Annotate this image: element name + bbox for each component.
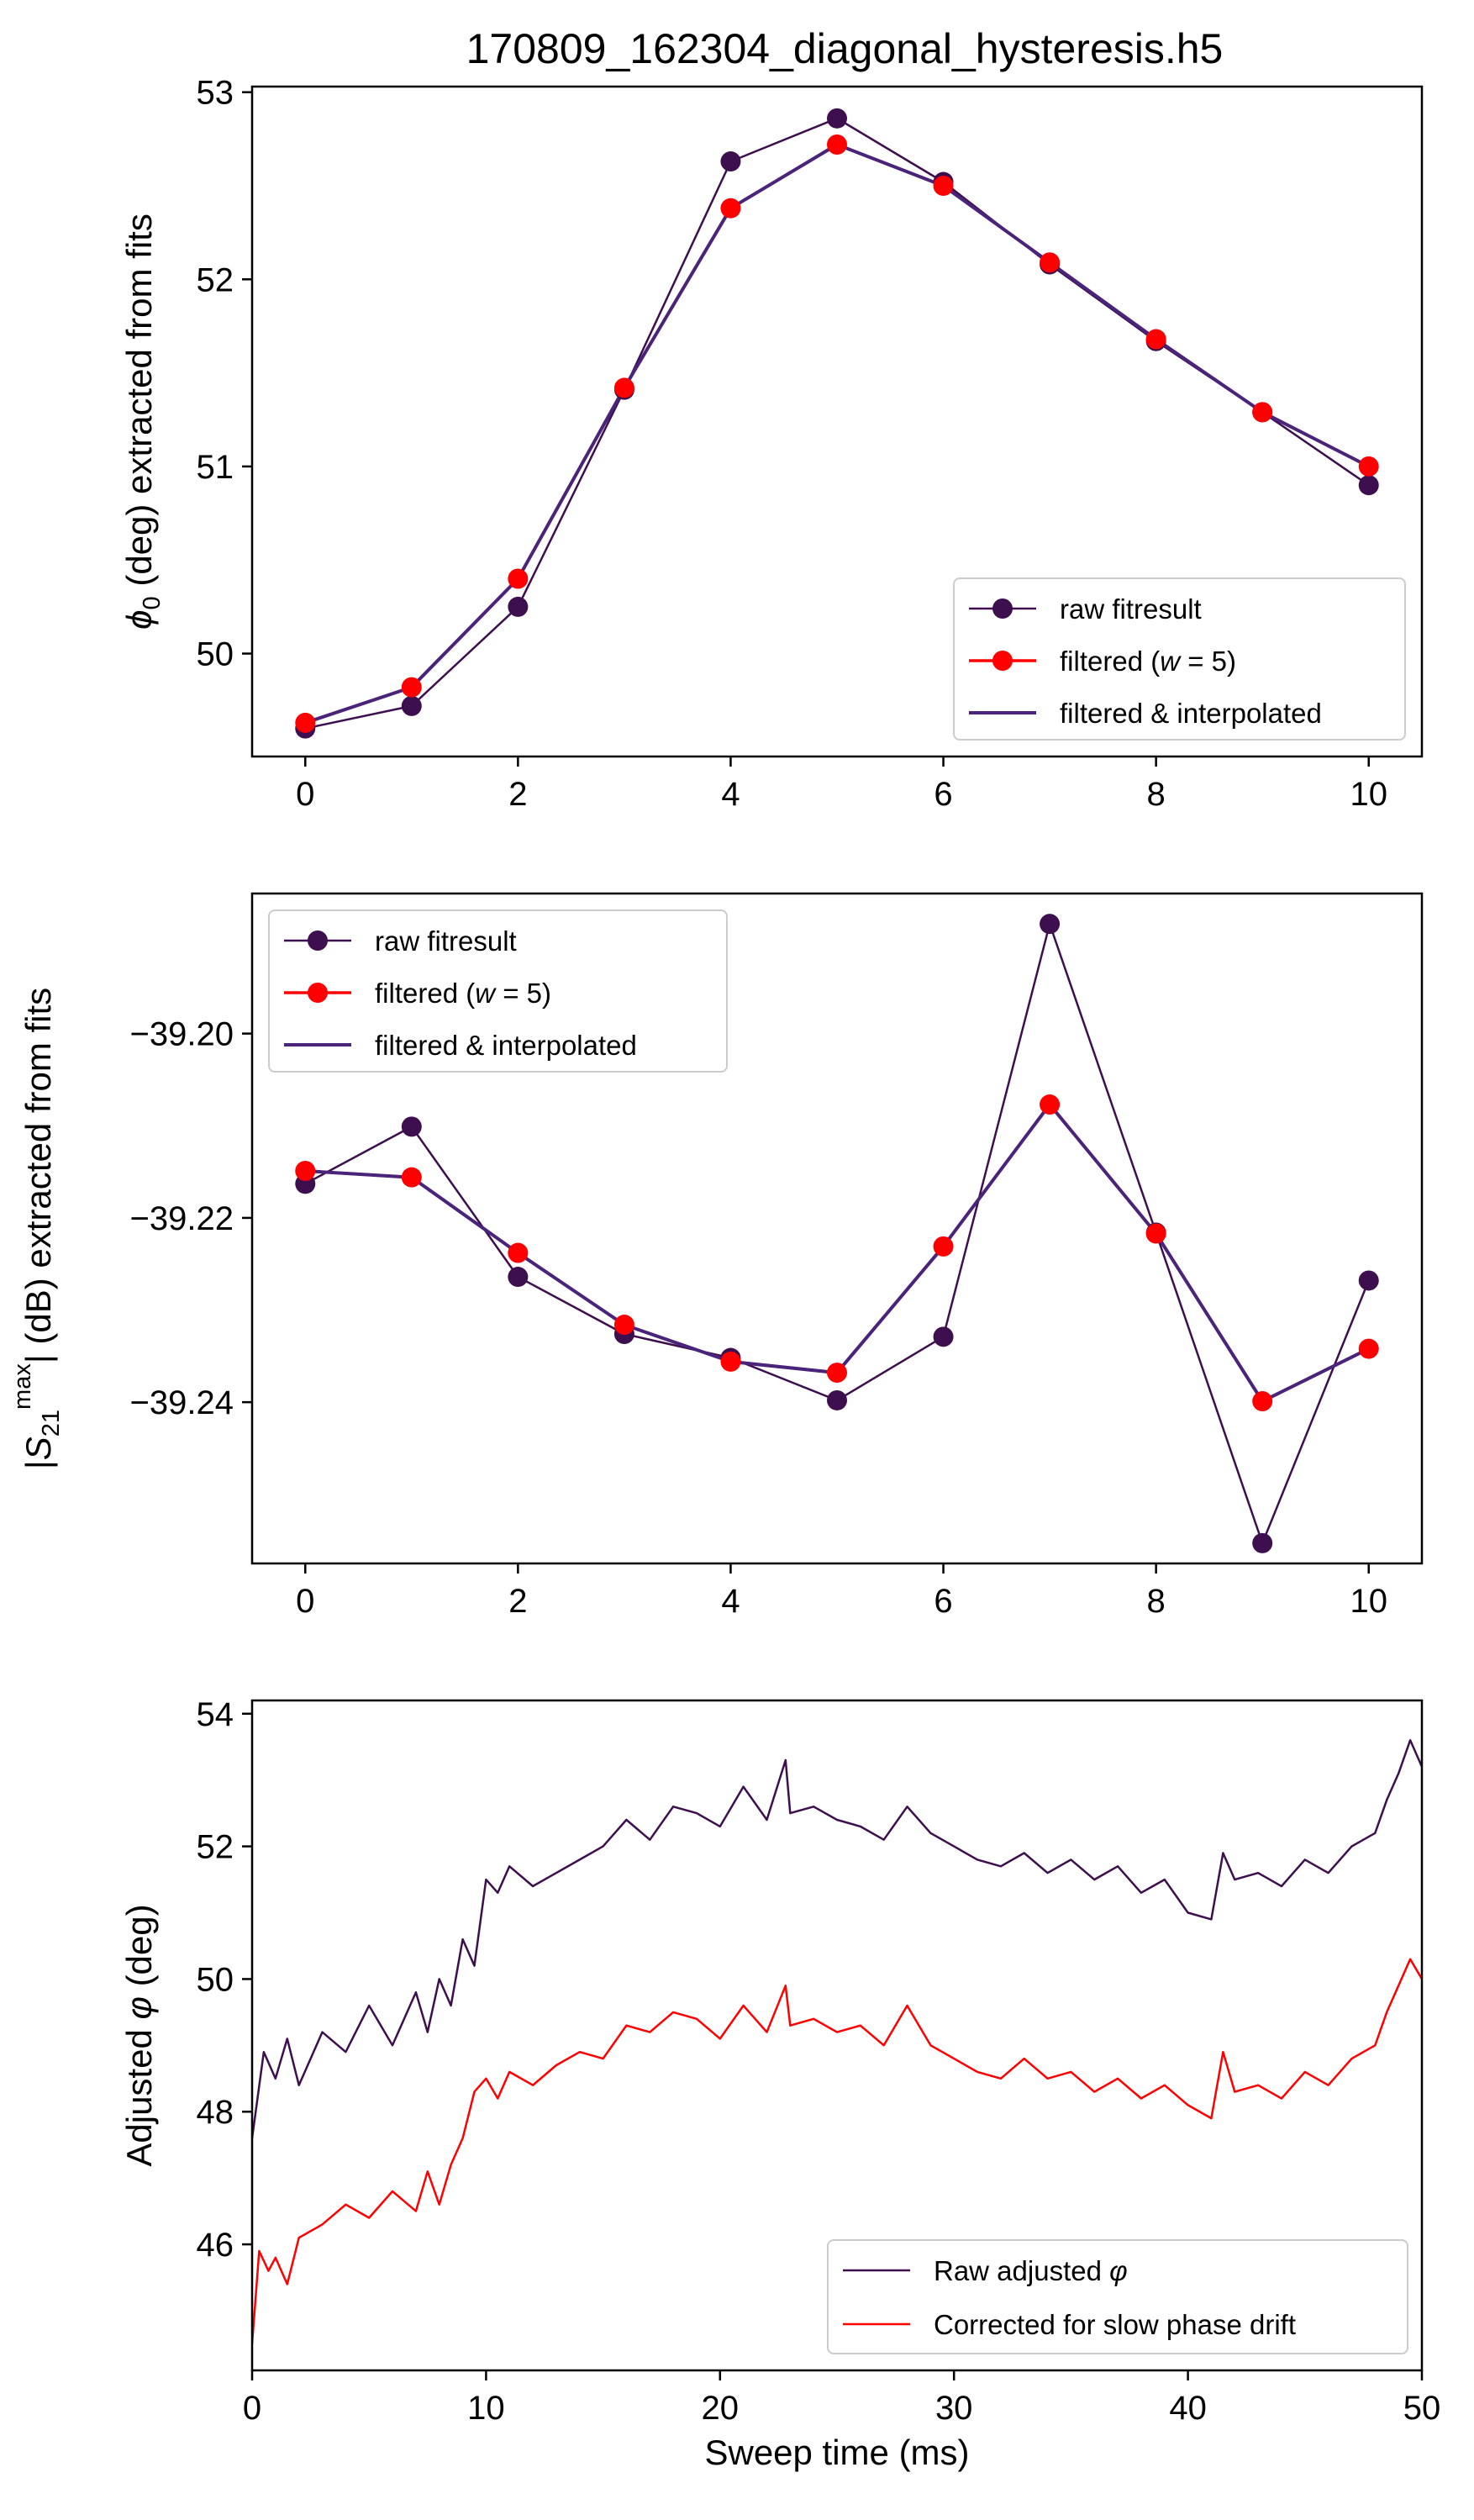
axes-frame [250,892,1424,1565]
y-tick-label: −39.20 [130,1016,234,1053]
data-point-s1-9 [1252,402,1273,423]
data-point-s1-3 [613,377,634,398]
legend-marker-1 [308,983,328,1003]
plot-area [252,1739,1422,2344]
legend-label-2: filtered & interpolated [1060,698,1322,729]
data-point-s1-5 [827,134,847,156]
data-point-s0-10 [1358,1270,1379,1291]
x-tick-label: 0 [296,1583,314,1620]
series-line-0 [252,1739,1422,2138]
x-tick-label: 2 [508,1583,527,1620]
data-point-s0-7 [1040,914,1061,935]
data-point-s1-10 [1358,456,1379,477]
axes-frame [250,1699,1424,2372]
y-tick-label: 46 [197,2227,234,2264]
legend-label-1: Corrected for slow phase drift [934,2309,1296,2340]
x-tick-label: 6 [934,776,952,813]
data-point-s1-6 [933,1236,954,1257]
series-line-2 [305,1103,1370,1404]
x-tick-label: 8 [1147,776,1166,813]
data-point-s0-5 [827,1389,847,1410]
x-tick-label: 10 [1350,1583,1387,1620]
y-tick-label: 48 [197,2094,234,2131]
y-tick-label: 52 [197,1829,234,1866]
data-point-s0-9 [1252,1532,1273,1553]
x-tick-label: 10 [1350,776,1387,813]
data-point-s1-8 [1145,329,1166,350]
x-tick-label: 0 [296,776,314,813]
legend-label-1: filtered (w = 5) [1060,646,1236,677]
legend: raw fitresult filtered (w = 5) filtered & … [268,909,728,1073]
data-point-s1-6 [933,175,954,196]
data-point-s0-1 [401,695,422,716]
y-tick-label: −39.22 [130,1200,234,1237]
x-tick-label: 50 [1403,2390,1441,2427]
panel-phi0: 0 2 4 6 8 10 50 51 52 53 ϕ0 (deg) extracted from f… [119,75,1424,813]
series-line-1 [252,1958,1422,2344]
data-point-s1-0 [295,1160,316,1181]
data-point-s1-1 [401,677,422,698]
x-tick-label: 20 [702,2390,740,2427]
legend-label-0: Raw adjusted φ [934,2255,1128,2286]
legend-marker-0 [308,931,328,951]
y-tick-label: 53 [197,75,234,112]
legend-marker-1 [992,651,1013,671]
legend-label-0: raw fitresult [1060,593,1202,625]
data-point-s1-10 [1358,1338,1379,1359]
legend-label-1: filtered (w = 5) [375,978,551,1009]
legend: raw fitresult filtered (w = 5) filtered & … [953,577,1406,741]
panel-adjusted-phi: 0 10 20 30 40 50 46 48 50 52 54 Adjusted φ (deg) Swe… [119,1696,1440,2472]
legend-label-0: raw fitresult [375,925,517,957]
y-axis-label: ϕ0 (deg) extracted from fits [119,214,166,630]
data-point-s0-1 [401,1116,422,1137]
data-point-s0-6 [933,1326,954,1347]
data-point-s0-5 [827,108,847,129]
x-tick-label: 30 [935,2390,973,2427]
data-point-s1-3 [613,1315,634,1336]
data-point-s1-2 [508,568,529,589]
data-point-s0-4 [720,151,741,172]
x-tick-label: 40 [1169,2390,1207,2427]
x-tick-label: 4 [721,1583,740,1620]
x-tick-label: 0 [243,2390,261,2427]
x-tick-label: 6 [934,1583,952,1620]
y-tick-label: 54 [197,1696,234,1733]
legend-box [953,577,1406,741]
legend-box [268,909,728,1073]
x-tick-label: 8 [1147,1583,1166,1620]
y-tick-label: 50 [197,636,234,673]
series-line-1 [305,1103,1370,1403]
axes-frame [250,85,1424,758]
data-point-s0-2 [508,596,529,617]
legend-marker-0 [992,598,1013,619]
data-point-s1-4 [720,1351,741,1372]
y-tick-label: 52 [197,261,234,298]
data-point-s1-0 [295,712,316,733]
x-tick-label: 4 [721,776,740,813]
y-axis-label: |S21max| (dB) extracted from fits [9,988,65,1469]
x-tick-label: 10 [467,2390,505,2427]
x-axis-label: Sweep time (ms) [704,2433,969,2472]
figure-title: 170809_162304_diagonal_hysteresis.h5 [466,25,1224,72]
y-tick-label: 51 [197,449,234,486]
data-point-s1-9 [1252,1391,1273,1412]
data-point-s1-8 [1145,1223,1166,1244]
legend: Raw adjusted φ Corrected for slow phase d… [827,2239,1408,2354]
y-tick-label: −39.24 [130,1384,234,1421]
data-point-s1-1 [401,1167,422,1188]
y-tick-label: 50 [197,1961,234,1998]
data-point-s1-4 [720,198,741,219]
data-point-s1-5 [827,1363,847,1384]
y-axis-label: Adjusted φ (deg) [119,1904,159,2166]
data-point-s0-10 [1358,475,1379,496]
legend-label-2: filtered & interpolated [375,1030,637,1061]
panel-s21-max: 0 2 4 6 8 10 −39.20 −39.22 −39.24 |S21max| (dB) e… [9,892,1424,1620]
legend-box [827,2239,1408,2354]
data-point-s1-7 [1040,1094,1061,1115]
data-point-s1-7 [1040,252,1061,273]
x-tick-label: 2 [508,776,527,813]
data-point-s0-2 [508,1267,529,1288]
data-point-s1-2 [508,1242,529,1263]
